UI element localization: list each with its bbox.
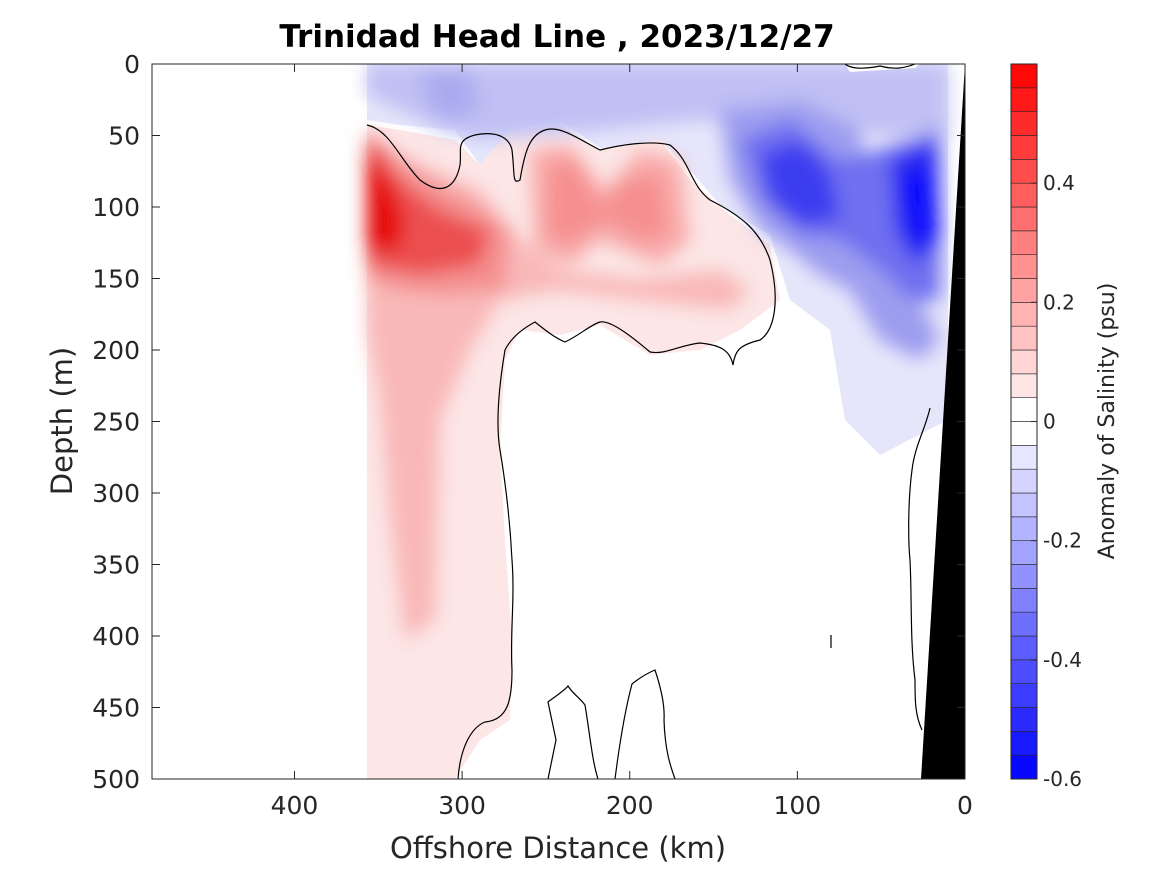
colorbar-band bbox=[1010, 278, 1038, 303]
colorbar-tick-label: 0.4 bbox=[1043, 171, 1075, 195]
colorbar-band bbox=[1010, 635, 1038, 661]
colorbar-band bbox=[1010, 540, 1038, 565]
colorbar-band bbox=[1010, 373, 1038, 398]
y-axis-label: Depth (m) bbox=[45, 347, 79, 495]
colorbar-band bbox=[1010, 159, 1038, 184]
colorbar-band bbox=[1010, 611, 1038, 637]
colorbar-band bbox=[1010, 683, 1038, 708]
colorbar: 0.4 0.2 0 -0.2 -0.4 -0.6 Anomaly of Salinity … bbox=[1010, 63, 1120, 791]
bathymetry-shelf bbox=[921, 64, 965, 779]
x-tick-label: 300 bbox=[438, 791, 486, 820]
colorbar-band bbox=[1010, 397, 1038, 422]
y-tick-label: 250 bbox=[92, 408, 140, 437]
colorbar-band bbox=[1010, 731, 1038, 756]
colorbar-ticks: 0.4 0.2 0 -0.2 -0.4 -0.6 bbox=[1031, 171, 1082, 791]
x-tick-label: 0 bbox=[957, 791, 973, 820]
colorbar-band bbox=[1010, 516, 1038, 541]
colorbar-tick-label: -0.4 bbox=[1043, 648, 1082, 672]
y-tick-label: 100 bbox=[92, 193, 140, 222]
colorbar-band bbox=[1010, 87, 1038, 112]
colorbar-band bbox=[1010, 254, 1038, 279]
y-axis-ticks: 0 50 100 150 200 250 300 350 400 450 500 bbox=[92, 50, 965, 794]
colorbar-band bbox=[1010, 325, 1038, 351]
salinity-field bbox=[366, 64, 965, 779]
colorbar-band bbox=[1010, 421, 1038, 446]
y-tick-label: 400 bbox=[92, 622, 140, 651]
colorbar-tick-label: -0.6 bbox=[1043, 767, 1082, 791]
colorbar-band bbox=[1010, 182, 1038, 208]
colorbar-band bbox=[1010, 707, 1038, 732]
colorbar-band bbox=[1010, 564, 1038, 589]
x-tick-label: 400 bbox=[271, 791, 319, 820]
colorbar-band bbox=[1010, 492, 1038, 518]
y-tick-label: 50 bbox=[108, 122, 140, 151]
y-tick-label: 150 bbox=[92, 265, 140, 294]
colorbar-band bbox=[1010, 206, 1038, 232]
x-axis-label: Offshore Distance (km) bbox=[390, 831, 726, 865]
colorbar-band bbox=[1010, 659, 1038, 684]
y-tick-label: 500 bbox=[92, 765, 140, 794]
colorbar-label: Anomaly of Salinity (psu) bbox=[1095, 283, 1120, 560]
y-tick-label: 300 bbox=[92, 479, 140, 508]
x-tick-label: 100 bbox=[774, 791, 822, 820]
y-tick-label: 0 bbox=[124, 50, 140, 79]
x-axis-ticks: 400 300 200 100 0 bbox=[271, 64, 973, 820]
zero-contours bbox=[366, 64, 931, 779]
colorbar-tick-label: -0.2 bbox=[1043, 529, 1082, 553]
y-tick-label: 450 bbox=[92, 694, 140, 723]
y-tick-label: 200 bbox=[92, 336, 140, 365]
colorbar-tick-label: 0.2 bbox=[1043, 290, 1075, 314]
colorbar-band bbox=[1010, 135, 1038, 160]
chart-title: Trinidad Head Line , 2023/12/27 bbox=[279, 19, 834, 55]
positive-anomaly-shading bbox=[367, 130, 750, 640]
colorbar-bands bbox=[1010, 63, 1038, 780]
colorbar-band bbox=[1010, 468, 1038, 494]
colorbar-band bbox=[1010, 445, 1038, 470]
colorbar-band bbox=[1010, 63, 1038, 89]
colorbar-band bbox=[1010, 349, 1038, 375]
colorbar-band bbox=[1010, 111, 1038, 136]
colorbar-tick-label: 0 bbox=[1043, 410, 1056, 434]
colorbar-band bbox=[1010, 230, 1038, 255]
colorbar-band bbox=[1010, 302, 1038, 327]
colorbar-band bbox=[1010, 754, 1038, 780]
colorbar-band bbox=[1010, 588, 1038, 613]
x-tick-label: 200 bbox=[606, 791, 654, 820]
surface-patch bbox=[845, 64, 920, 72]
plot-area bbox=[151, 63, 966, 780]
y-tick-label: 350 bbox=[92, 551, 140, 580]
negative-anomaly-shading bbox=[367, 64, 948, 360]
